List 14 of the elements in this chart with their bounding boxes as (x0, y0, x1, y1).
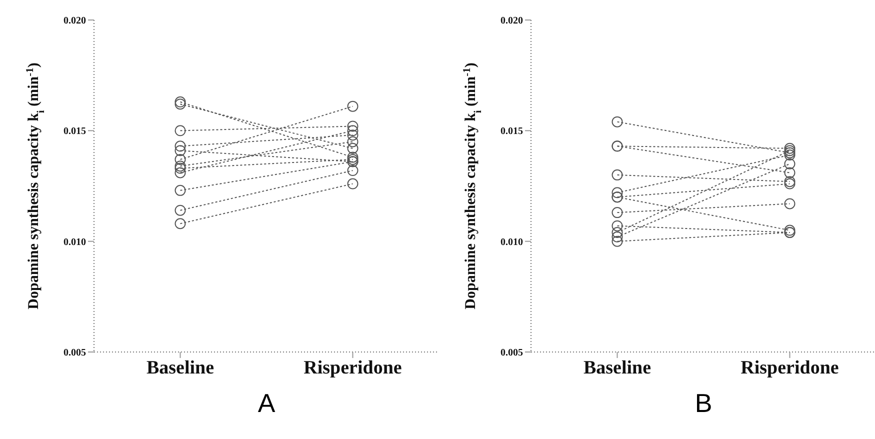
text: A (256, 388, 276, 419)
text: B (694, 388, 714, 419)
x-tick-label: Baseline (583, 357, 652, 378)
y-tick-label: 0.010 (500, 236, 523, 248)
y-tick-label: 0.020 (500, 16, 523, 27)
x-tick-label: Risperidone (740, 357, 839, 378)
y-tick-label: 0.005 (64, 348, 86, 359)
y-tick-label: 0.010 (64, 236, 86, 248)
y-tick-label: 0.005 (500, 348, 523, 359)
y-tick-label: 0.015 (64, 126, 86, 138)
x-tick-label: Risperidone (304, 357, 402, 378)
x-tick-label: Baseline (146, 357, 214, 378)
y-tick-label: 0.020 (64, 16, 86, 27)
y-tick-label: 0.015 (500, 126, 523, 138)
